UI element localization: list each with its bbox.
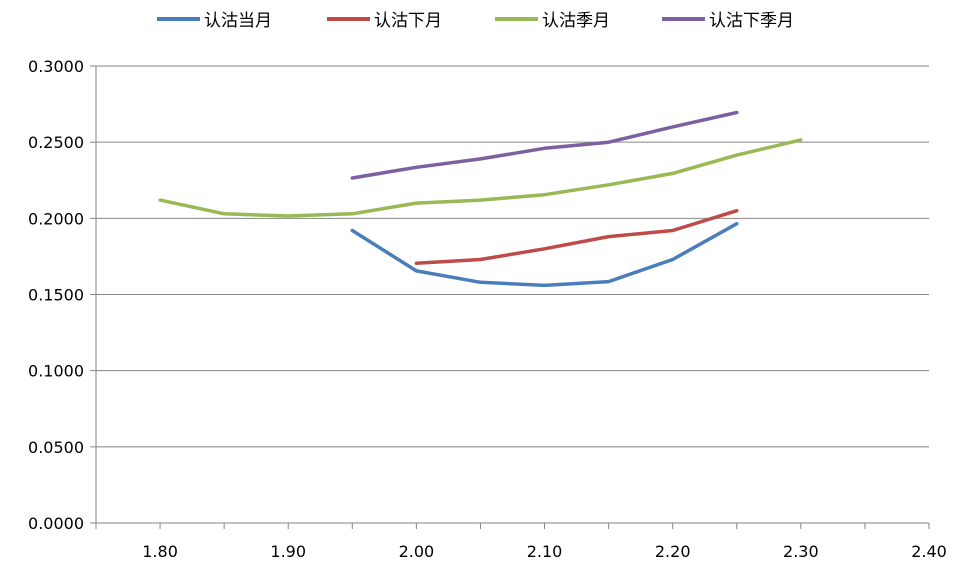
x-tick-label: 1.80 <box>142 542 178 561</box>
y-tick-label: 0.1500 <box>28 286 84 305</box>
x-tick-label: 2.10 <box>527 542 563 561</box>
y-tick-label: 0.0500 <box>28 438 84 457</box>
series-line-2 <box>158 138 803 218</box>
y-tick-label: 0.3000 <box>28 57 84 76</box>
x-tick-label: 2.40 <box>911 542 947 561</box>
axes: 0.0000 0.0500 0.1000 0.1500 0.2000 0.2500 0.30… <box>28 57 947 561</box>
legend: 认沽当月 认沽下月 认沽季月 认沽下季月 <box>157 11 794 31</box>
gridlines <box>96 65 929 448</box>
y-tick-label: 0.1000 <box>28 362 84 381</box>
y-tick-label: 0.2000 <box>28 209 84 228</box>
x-tick-label: 2.00 <box>399 542 435 561</box>
series-line-1 <box>414 208 739 266</box>
legend-label-0: 认沽当月 <box>204 11 272 31</box>
legend-label-2: 认沽季月 <box>542 11 610 31</box>
series-line-3 <box>350 110 739 180</box>
x-tick-label: 2.30 <box>783 542 819 561</box>
series-lines <box>158 110 803 288</box>
x-tick-label: 2.20 <box>655 542 691 561</box>
series-line-0 <box>350 221 739 288</box>
x-tick-label: 1.90 <box>270 542 306 561</box>
y-tick-label: 0.2500 <box>28 133 84 152</box>
legend-label-3: 认沽下季月 <box>709 11 794 31</box>
legend-label-1: 认沽下月 <box>374 11 442 31</box>
y-tick-label: 0.0000 <box>28 514 84 533</box>
